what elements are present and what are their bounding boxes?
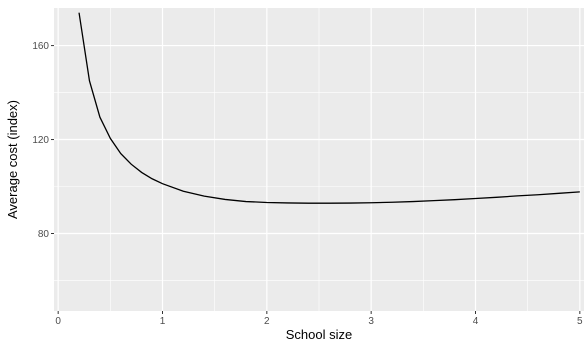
x-tick-label: 1: [160, 316, 166, 327]
x-tick-label: 2: [264, 316, 270, 327]
x-axis-ticks: 0 1 2 3 4 5: [55, 311, 583, 327]
y-axis-title: Average cost (index): [5, 100, 20, 219]
y-tick-label: 120: [32, 135, 49, 146]
y-axis-ticks: 80 120 160: [32, 41, 54, 240]
y-tick-label: 160: [32, 41, 49, 52]
average-cost-line: [78, 12, 580, 204]
x-tick-label: 3: [368, 316, 374, 327]
minor-gridlines: [54, 8, 584, 311]
y-tick-label: 80: [38, 229, 50, 240]
major-gridlines: [54, 8, 584, 311]
x-tick-label: 0: [55, 316, 61, 327]
x-tick-label: 5: [577, 316, 583, 327]
x-tick-label: 4: [473, 316, 479, 327]
x-axis-title: School size: [286, 327, 352, 342]
